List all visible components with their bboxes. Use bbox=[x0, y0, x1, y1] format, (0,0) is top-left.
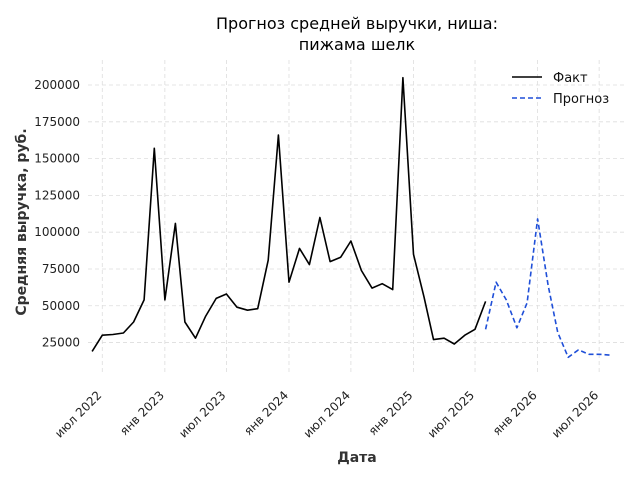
chart-subtitle: пижама шелк bbox=[299, 35, 416, 54]
y-tick-label: 125000 bbox=[34, 188, 80, 202]
y-tick-label: 50000 bbox=[42, 299, 80, 313]
axes: 25000 50000 75000 100000 125000 150000 175000 2… bbox=[34, 78, 601, 440]
y-tick-label: 25000 bbox=[42, 336, 80, 350]
grid bbox=[88, 60, 625, 372]
legend-label-forecast: Прогноз bbox=[553, 92, 609, 107]
x-tick-label: июл 2023 bbox=[176, 388, 228, 440]
y-tick-label: 150000 bbox=[34, 152, 80, 166]
legend-label-fact: Факт bbox=[553, 71, 588, 86]
x-tick-label: янв 2024 bbox=[241, 388, 291, 438]
y-tick-label: 175000 bbox=[34, 115, 80, 129]
legend: Факт Прогноз bbox=[512, 71, 609, 107]
x-tick-label: июл 2022 bbox=[52, 388, 104, 440]
x-tick-label: июл 2025 bbox=[425, 388, 477, 440]
y-axis-label: Средняя выручка, руб. bbox=[14, 128, 30, 315]
y-tick-label: 75000 bbox=[42, 262, 80, 276]
fact-series-line bbox=[91, 76, 487, 352]
x-axis-label: Дата bbox=[337, 450, 376, 466]
x-tick-label: янв 2025 bbox=[366, 388, 416, 438]
forecast-series-line bbox=[484, 218, 610, 359]
x-tick-label: янв 2023 bbox=[117, 388, 167, 438]
y-tick-label: 100000 bbox=[34, 225, 80, 239]
plot-area bbox=[91, 76, 610, 359]
x-tick-label: янв 2026 bbox=[490, 388, 540, 438]
x-tick-label: июл 2024 bbox=[301, 388, 353, 440]
chart-title: Прогноз средней выручки, ниша: bbox=[216, 14, 498, 33]
x-tick-label: июл 2026 bbox=[549, 388, 601, 440]
y-tick-label: 200000 bbox=[34, 78, 80, 92]
